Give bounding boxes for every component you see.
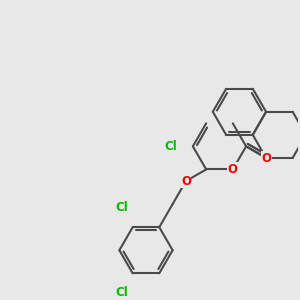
Text: O: O (228, 163, 238, 176)
Text: O: O (181, 175, 191, 188)
Text: Cl: Cl (115, 286, 128, 299)
Text: Cl: Cl (164, 140, 177, 153)
Text: Cl: Cl (115, 201, 128, 214)
Text: O: O (261, 152, 272, 165)
